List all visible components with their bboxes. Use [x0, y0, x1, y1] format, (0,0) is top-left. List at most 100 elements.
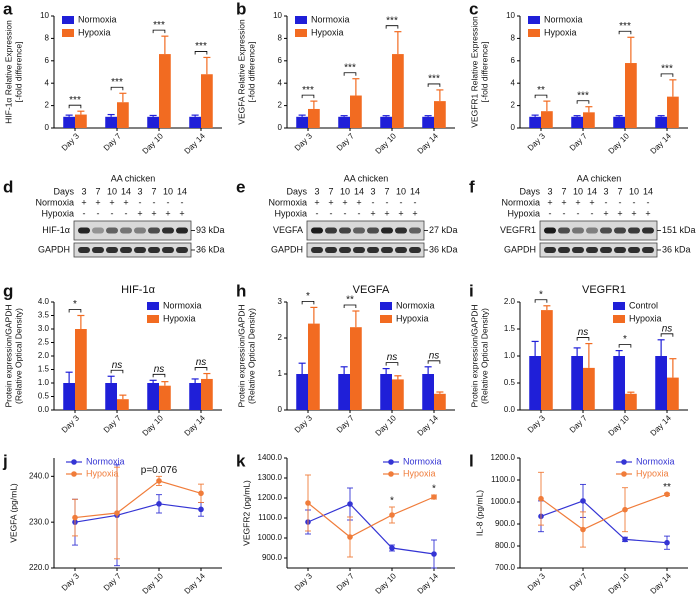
legend-marker [621, 471, 627, 477]
blot-band [395, 247, 407, 253]
days-label: Days [519, 186, 540, 196]
condition-mark: - [577, 208, 580, 218]
x-tick-label: Day 10 [141, 131, 166, 156]
bar [308, 108, 320, 128]
y-tick-label: 2 [278, 333, 283, 342]
significance-bracket [152, 373, 166, 378]
y-tick-label: 230.0 [29, 517, 50, 526]
bar [583, 112, 595, 128]
bar [63, 116, 75, 128]
line [307, 503, 435, 555]
x-tick-label: Day 3 [293, 571, 315, 593]
y-tick-label: 0.5 [504, 378, 516, 387]
y-tick-label: 220.0 [29, 563, 50, 572]
x-tick-label: Day 14 [183, 413, 208, 438]
marker [72, 514, 78, 521]
blot-band [395, 227, 407, 234]
y-tick-label: 1000.0 [491, 497, 516, 506]
condition-mark: + [151, 208, 156, 218]
y-tick-label: 3 [278, 297, 283, 306]
y-tick-label: 2.5 [38, 338, 50, 347]
significance-label: *** [386, 15, 398, 26]
bar [147, 383, 159, 410]
condition-mark: - [153, 197, 156, 207]
blot-band [558, 247, 570, 253]
day-label: 14 [410, 186, 420, 196]
significance-label: *** [344, 62, 356, 73]
significance-bracket [110, 86, 124, 91]
legend-swatch [380, 302, 392, 310]
blot-band [78, 247, 90, 253]
panel-letter: g [3, 281, 13, 300]
significance-bracket [618, 30, 632, 35]
y-tick-label: 2.0 [38, 351, 50, 360]
significance-bracket [385, 25, 399, 29]
condition-mark: + [631, 208, 636, 218]
bar [392, 379, 404, 410]
y-axis-label: (Relative Optical Density) [246, 308, 256, 404]
significance-label: ns [578, 327, 589, 338]
y-tick-label: 900.0 [262, 553, 283, 562]
bar [667, 377, 679, 410]
bar [422, 374, 434, 410]
legend-label: Hypoxia [629, 313, 662, 323]
significance-label: ns [196, 357, 207, 368]
blot-band [78, 227, 90, 234]
y-axis-label: VEGFR2 (pg/mL) [241, 480, 251, 546]
y-tick-label: 4.0 [38, 297, 50, 306]
condition-mark: - [647, 197, 650, 207]
marker [580, 498, 586, 504]
y-tick-label: 2 [45, 101, 50, 110]
condition-mark: + [617, 208, 622, 218]
marker [114, 510, 120, 516]
legend-marker [621, 459, 627, 465]
significance-bracket [427, 360, 441, 364]
x-tick-label: Day 14 [416, 131, 441, 156]
blot-band [600, 247, 612, 253]
panel-letter: h [236, 281, 246, 300]
y-axis-label: (Relative Optical Density) [479, 308, 489, 404]
line [540, 500, 668, 544]
legend-label: Hypoxia [78, 27, 111, 37]
condition-mark: - [619, 197, 622, 207]
condition-label: Normoxia [268, 197, 307, 207]
day-label: 10 [396, 186, 406, 196]
significance-label: *** [661, 63, 673, 74]
panel-letter: f [469, 177, 475, 196]
x-tick-label: Day 14 [183, 571, 208, 596]
annotation: * [432, 484, 436, 495]
legend-label: Normoxia [636, 456, 675, 466]
significance-label: *** [195, 41, 207, 52]
marker [389, 512, 395, 518]
day-label: 14 [643, 186, 653, 196]
y-axis-label: Protein expression/GAPDH [469, 305, 479, 408]
protein-label: GAPDH [504, 244, 536, 254]
x-tick-label: Day 3 [293, 413, 315, 435]
condition-mark: + [398, 208, 403, 218]
x-tick-label: Day 14 [183, 131, 208, 156]
y-tick-label: 3.5 [38, 311, 50, 320]
condition-mark: + [123, 197, 128, 207]
marker [664, 491, 670, 498]
legend-label: Normoxia [396, 300, 435, 310]
blot-band [92, 247, 104, 253]
bar [422, 116, 434, 128]
y-axis-label: VEGFA (pg/mL) [8, 483, 18, 543]
condition-mark: + [137, 208, 142, 218]
condition-label: Hypoxia [274, 208, 307, 218]
significance-label: *** [153, 20, 165, 31]
blot-header: AA chicken [111, 173, 156, 183]
bar [613, 116, 625, 128]
bar [117, 399, 129, 410]
x-tick-label: Day 7 [568, 413, 590, 435]
y-axis-label: Protein expression/GAPDH [236, 305, 246, 408]
y-axis-label: [-fold difference] [246, 42, 256, 103]
legend-swatch [613, 315, 625, 323]
significance-bracket [68, 104, 82, 109]
y-tick-label: 1000.0 [258, 533, 283, 542]
condition-mark: - [605, 197, 608, 207]
panel-letter: j [2, 451, 8, 470]
bar [105, 116, 117, 128]
blot-band [134, 227, 146, 234]
blot-band [339, 247, 351, 253]
